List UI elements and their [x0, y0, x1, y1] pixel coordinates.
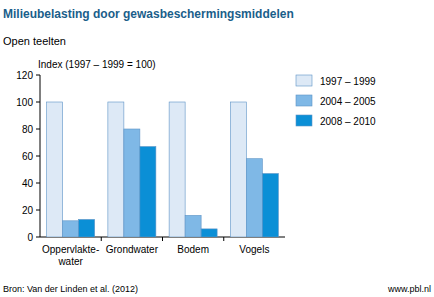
x-tick-label-line: Oppervlakte- — [42, 244, 99, 255]
bar — [47, 102, 63, 237]
legend-label: 1997 – 1999 — [320, 76, 376, 87]
y-tick-label: 80 — [22, 124, 34, 135]
y-tick — [36, 156, 40, 157]
y-tick — [36, 75, 40, 76]
bar — [185, 215, 201, 237]
bar — [201, 229, 217, 237]
url: www.pbl.nl — [387, 284, 431, 294]
bar — [140, 147, 156, 237]
y-tick — [36, 102, 40, 103]
bar — [230, 102, 246, 237]
bars — [47, 102, 279, 237]
bar — [124, 129, 140, 237]
bar — [169, 102, 185, 237]
x-tick — [101, 237, 102, 241]
y-tick — [36, 183, 40, 184]
subtitle: Open teelten — [3, 35, 66, 47]
legend-label: 2004 – 2005 — [320, 96, 376, 107]
y-tick — [36, 210, 40, 211]
x-tick-label: Oppervlakte-water — [42, 244, 99, 267]
bar — [79, 219, 95, 237]
x-tick — [162, 237, 163, 241]
y-label: Index (1997 – 1999 = 100) — [38, 59, 156, 70]
source: Bron: Van der Linden et al. (2012) — [3, 284, 138, 294]
legend-label: 2008 – 2010 — [320, 116, 376, 127]
x-tick-label-line: water — [57, 256, 83, 267]
x-tick-label: Grondwater — [106, 244, 159, 255]
legend-swatch — [296, 95, 312, 106]
x-tick — [223, 237, 224, 241]
bar — [108, 102, 124, 237]
x-tick-label-line: Bodem — [177, 244, 209, 255]
y-tick — [36, 129, 40, 130]
y-tick-label: 20 — [22, 205, 34, 216]
x-tick-label-line: Grondwater — [106, 244, 159, 255]
legend-swatch — [296, 115, 312, 126]
y-tick-label: 60 — [22, 151, 34, 162]
y-tick — [36, 237, 40, 238]
bar — [246, 159, 262, 237]
y-tick-label: 120 — [16, 70, 33, 81]
x-tick-label: Vogels — [239, 244, 269, 255]
chart: Milieubelasting door gewasbeschermingsmi… — [0, 0, 434, 297]
bar — [262, 174, 278, 237]
y-tick-label: 100 — [16, 97, 33, 108]
x-tick-label-line: Vogels — [239, 244, 269, 255]
bar — [63, 221, 79, 237]
x-tick-label: Bodem — [177, 244, 209, 255]
legend-swatch — [296, 75, 312, 86]
title: Milieubelasting door gewasbeschermingsmi… — [3, 7, 294, 21]
y-tick-label: 40 — [22, 178, 34, 189]
y-tick-label: 0 — [27, 232, 33, 243]
